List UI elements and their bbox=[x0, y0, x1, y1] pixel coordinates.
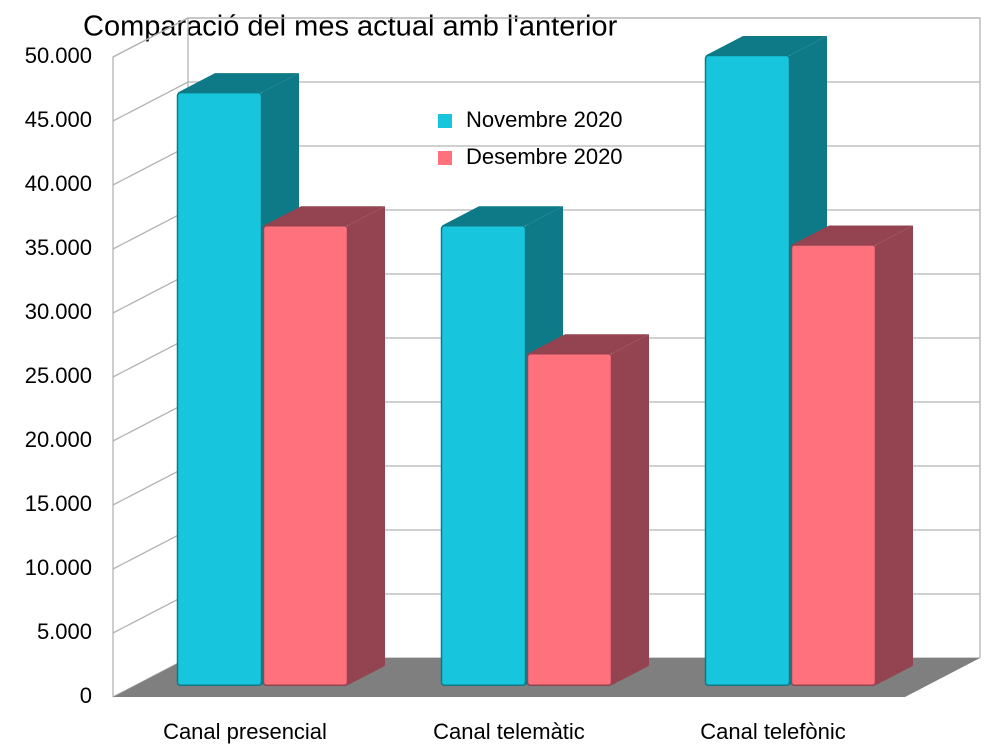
y-tick-label: 10.000 bbox=[25, 555, 92, 580]
y-tick-label: 30.000 bbox=[25, 299, 92, 324]
bar-top bbox=[527, 334, 649, 354]
bar-top bbox=[441, 206, 563, 226]
bar bbox=[262, 225, 349, 687]
grid-line bbox=[112, 17, 980, 58]
bar-side bbox=[347, 206, 385, 686]
legend-swatch bbox=[438, 151, 452, 165]
bar-top bbox=[263, 206, 385, 226]
y-tick-label: 40.000 bbox=[25, 171, 92, 196]
y-tick-label: 15.000 bbox=[25, 491, 92, 516]
y-tick-label: 25.000 bbox=[25, 363, 92, 388]
legend-swatch bbox=[438, 114, 452, 128]
bar-top bbox=[177, 73, 299, 93]
y-tick-label: 0 bbox=[80, 683, 92, 708]
y-tick-label: 5.000 bbox=[37, 619, 92, 644]
bar bbox=[704, 54, 791, 687]
bar-side bbox=[875, 225, 913, 686]
bar-top bbox=[791, 225, 913, 245]
x-tick-label: Canal presencial bbox=[163, 719, 327, 744]
bar bbox=[440, 225, 527, 687]
y-tick-label: 50.000 bbox=[25, 43, 92, 68]
y-tick-label: 35.000 bbox=[25, 235, 92, 260]
bar bbox=[526, 353, 613, 687]
x-tick-label: Canal telefònic bbox=[700, 719, 846, 744]
x-tick-label: Canal telemàtic bbox=[433, 719, 585, 744]
bar bbox=[790, 244, 877, 687]
legend-label: Desembre 2020 bbox=[466, 144, 623, 169]
chart-title: Comparació del mes actual amb l'anterior bbox=[83, 11, 618, 43]
bar bbox=[176, 91, 263, 687]
bar-top bbox=[705, 36, 827, 56]
y-tick-label: 45.000 bbox=[25, 107, 92, 132]
bar-side bbox=[611, 334, 649, 686]
y-tick-label: 20.000 bbox=[25, 427, 92, 452]
legend-label: Novembre 2020 bbox=[466, 107, 623, 132]
